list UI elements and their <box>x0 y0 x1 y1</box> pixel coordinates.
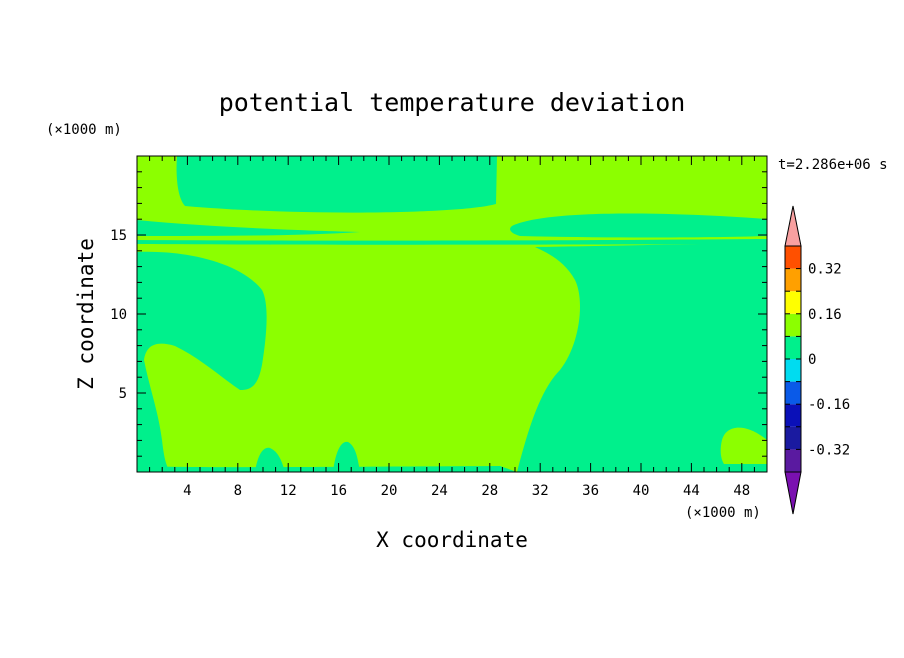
x-tick-label: 28 <box>481 483 498 499</box>
colorbar-label: 0.16 <box>808 307 842 323</box>
colorbar-segment <box>785 336 801 359</box>
colorbar-segment <box>785 449 801 472</box>
x-tick-label: 8 <box>234 483 242 499</box>
region-negative-left-main <box>137 251 267 472</box>
colorbar: 0.32 0.16 0 -0.16 -0.32 <box>784 205 850 515</box>
colorbar-label: -0.16 <box>808 397 850 413</box>
x-axis-label: X coordinate <box>376 528 528 552</box>
x-unit-label: (×1000 m) <box>685 505 761 521</box>
colorbar-segment <box>785 404 801 427</box>
x-tick-label: 36 <box>582 483 599 499</box>
colorbar-segment <box>785 313 801 337</box>
colorbar-over-arrow <box>784 205 802 247</box>
x-tick-label: 20 <box>381 483 398 499</box>
plot-area <box>137 156 767 472</box>
colorbar-segment <box>785 246 801 269</box>
region-positive-blob-bottom-right <box>720 427 767 464</box>
colorbar-label: -0.32 <box>808 442 850 458</box>
y-axis: 5 10 15 <box>110 155 767 473</box>
x-tick-label: 48 <box>733 483 750 499</box>
y-axis-label: Z coordinate <box>74 238 98 390</box>
x-tick-label: 16 <box>330 483 347 499</box>
region-negative-band-upper <box>137 220 360 236</box>
colorbar-segment <box>785 291 801 314</box>
colorbar-segment <box>785 268 801 292</box>
region-negative-spike-16 <box>333 441 360 472</box>
x-tick-label: 12 <box>280 483 297 499</box>
colorbar-segment <box>785 426 801 450</box>
region-negative-top-left <box>176 156 497 213</box>
time-label: t=2.286e+06 s <box>778 157 888 173</box>
chart-title: potential temperature deviation <box>219 88 686 117</box>
y-unit-label: (×1000 m) <box>46 122 122 138</box>
colorbar-label: 0.32 <box>808 262 842 278</box>
y-tick-label: 10 <box>110 307 127 323</box>
x-tick-label: 4 <box>183 483 191 499</box>
colorbar-segment <box>785 381 801 405</box>
y-tick-label: 5 <box>119 386 127 402</box>
region-negative-bottom-strip <box>137 466 517 472</box>
x-tick-label: 40 <box>633 483 650 499</box>
colorbar-segment <box>785 359 801 382</box>
region-negative-spike-10 <box>255 447 285 472</box>
x-tick-label: 24 <box>431 483 448 499</box>
region-negative-band-thin <box>137 239 767 245</box>
x-tick-label: 32 <box>532 483 549 499</box>
region-negative-right-main <box>517 243 767 472</box>
y-tick-label: 15 <box>110 228 127 244</box>
colorbar-label: 0 <box>808 352 816 368</box>
colorbar-under-arrow <box>784 471 802 515</box>
x-tick-label: 44 <box>683 483 700 499</box>
x-axis: 4 8 12 16 20 24 28 32 36 40 44 48 <box>136 156 768 499</box>
region-negative-band-right <box>510 213 767 238</box>
